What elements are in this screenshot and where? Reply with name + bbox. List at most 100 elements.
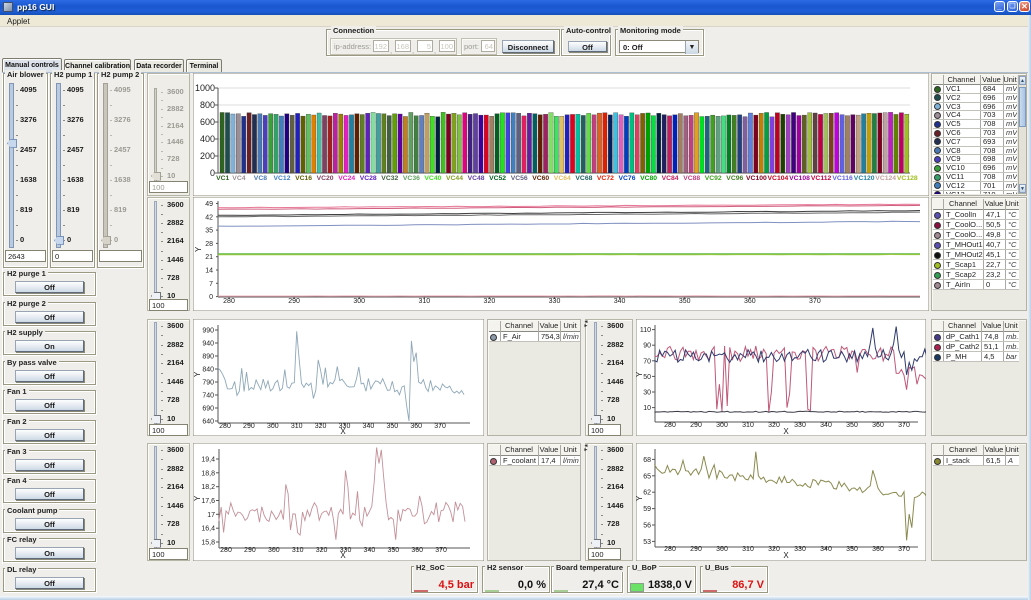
svg-text:0: 0 [209, 294, 213, 301]
svg-text:290: 290 [690, 422, 702, 429]
svg-text:370: 370 [435, 547, 447, 554]
svg-text:340: 340 [820, 546, 832, 553]
svg-text:19,4: 19,4 [201, 457, 215, 464]
svg-text:340: 340 [364, 547, 376, 554]
svg-text:990: 990 [202, 328, 214, 335]
svg-text:16,4: 16,4 [201, 526, 215, 533]
svg-text:350: 350 [679, 298, 691, 305]
svg-text:350: 350 [846, 422, 858, 429]
svg-text:53: 53 [643, 539, 651, 546]
svg-text:30: 30 [643, 390, 651, 397]
svg-text:17: 17 [207, 512, 215, 519]
svg-text:Y: Y [193, 495, 202, 501]
svg-text:290: 290 [288, 298, 300, 305]
svg-text:300: 300 [716, 546, 728, 553]
svg-text:340: 340 [820, 422, 832, 429]
svg-text:310: 310 [418, 298, 430, 305]
svg-text:Y: Y [193, 371, 202, 377]
svg-text:VC88: VC88 [683, 175, 700, 182]
svg-text:VC8: VC8 [254, 175, 267, 182]
svg-text:18,2: 18,2 [201, 484, 215, 491]
svg-text:VC1: VC1 [216, 175, 229, 182]
svg-text:VC128: VC128 [897, 175, 918, 182]
svg-text:370: 370 [434, 423, 446, 430]
svg-text:360: 360 [744, 298, 756, 305]
svg-text:840: 840 [202, 367, 214, 374]
svg-text:VC36: VC36 [403, 175, 420, 182]
svg-text:1000: 1000 [195, 83, 215, 93]
svg-text:300: 300 [353, 298, 365, 305]
svg-text:310: 310 [291, 423, 303, 430]
svg-text:330: 330 [340, 547, 352, 554]
svg-text:330: 330 [794, 546, 806, 553]
svg-text:0: 0 [210, 168, 215, 178]
svg-text:42: 42 [205, 214, 213, 221]
svg-text:330: 330 [549, 298, 561, 305]
svg-text:10: 10 [643, 405, 651, 412]
svg-text:320: 320 [768, 422, 780, 429]
svg-text:360: 360 [411, 547, 423, 554]
svg-text:VC16: VC16 [295, 175, 312, 182]
svg-text:VC80: VC80 [640, 175, 657, 182]
svg-text:X: X [783, 551, 789, 560]
svg-text:280: 280 [220, 547, 232, 554]
svg-text:VC84: VC84 [662, 175, 679, 182]
svg-text:280: 280 [664, 422, 676, 429]
svg-text:890: 890 [202, 354, 214, 361]
svg-text:290: 290 [243, 423, 255, 430]
svg-text:370: 370 [809, 298, 821, 305]
svg-text:360: 360 [410, 423, 422, 430]
svg-text:VC12: VC12 [273, 175, 290, 182]
svg-text:340: 340 [363, 423, 375, 430]
svg-text:VC96: VC96 [726, 175, 743, 182]
svg-text:280: 280 [219, 423, 231, 430]
svg-text:VC100: VC100 [746, 175, 767, 182]
svg-text:300: 300 [267, 423, 279, 430]
svg-text:110: 110 [640, 327, 651, 334]
svg-text:X: X [340, 551, 346, 560]
svg-text:68: 68 [643, 457, 651, 464]
svg-text:940: 940 [202, 341, 214, 348]
svg-text:350: 350 [846, 546, 858, 553]
svg-text:X: X [340, 427, 346, 436]
svg-text:VC56: VC56 [511, 175, 528, 182]
svg-text:Y: Y [636, 371, 644, 377]
svg-text:Y: Y [636, 495, 644, 501]
svg-text:VC28: VC28 [360, 175, 377, 182]
svg-text:59: 59 [643, 506, 651, 513]
svg-text:290: 290 [690, 546, 702, 553]
svg-text:740: 740 [202, 393, 214, 400]
svg-text:310: 310 [742, 422, 754, 429]
svg-text:370: 370 [898, 422, 910, 429]
svg-text:VC116: VC116 [832, 175, 853, 182]
svg-text:VC32: VC32 [381, 175, 398, 182]
svg-text:70: 70 [643, 358, 651, 365]
svg-text:340: 340 [614, 298, 626, 305]
svg-text:VC92: VC92 [705, 175, 722, 182]
svg-text:17,6: 17,6 [201, 498, 215, 505]
svg-text:280: 280 [223, 298, 235, 305]
svg-text:310: 310 [292, 547, 304, 554]
svg-text:310: 310 [742, 546, 754, 553]
svg-text:690: 690 [202, 406, 214, 413]
svg-text:350: 350 [386, 423, 398, 430]
svg-text:VC64: VC64 [554, 175, 571, 182]
svg-text:VC120: VC120 [854, 175, 875, 182]
svg-text:VC44: VC44 [446, 175, 463, 182]
svg-text:VC40: VC40 [424, 175, 441, 182]
svg-text:62: 62 [643, 490, 651, 497]
svg-text:320: 320 [768, 546, 780, 553]
svg-text:56: 56 [643, 523, 651, 530]
svg-text:15,8: 15,8 [201, 540, 215, 547]
svg-text:VC60: VC60 [532, 175, 549, 182]
svg-text:790: 790 [202, 380, 214, 387]
svg-text:VC24: VC24 [338, 175, 355, 182]
svg-text:35: 35 [205, 228, 213, 235]
svg-text:VC112: VC112 [811, 175, 832, 182]
svg-text:VC52: VC52 [489, 175, 506, 182]
svg-text:14: 14 [205, 268, 213, 275]
svg-text:300: 300 [716, 422, 728, 429]
svg-text:350: 350 [387, 547, 399, 554]
svg-text:VC124: VC124 [875, 175, 896, 182]
svg-text:200: 200 [200, 151, 215, 161]
